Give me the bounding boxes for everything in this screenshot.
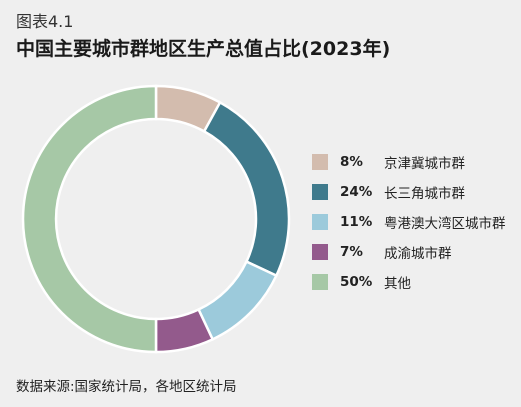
legend-value: 50% (340, 274, 373, 290)
legend-value: 7% (340, 244, 363, 260)
legend-swatch (312, 244, 328, 260)
legend-value: 8% (340, 154, 363, 170)
legend-label: 京津冀城市群 (384, 156, 465, 172)
legend-value: 11% (340, 214, 373, 230)
legend-item: 50% 其他 (312, 267, 506, 297)
legend-swatch (312, 154, 328, 170)
donut-slice (202, 100, 291, 278)
legend: 8% 京津冀城市群 24% 长三角城市群 11% 粤港澳大湾区城市群 7% 成渝… (312, 147, 506, 297)
figure-label: 图表4.1 (16, 12, 74, 31)
source-note: 数据来源:国家统计局，各地区统计局 (16, 379, 237, 395)
legend-swatch (312, 274, 328, 290)
donut-slice (196, 259, 279, 342)
legend-label: 长三角城市群 (384, 186, 465, 202)
legend-item: 7% 成渝城市群 (312, 237, 506, 267)
legend-item: 8% 京津冀城市群 (312, 147, 506, 177)
legend-label: 其他 (384, 276, 411, 292)
donut-slice (21, 84, 158, 354)
legend-swatch (312, 184, 328, 200)
legend-item: 11% 粤港澳大湾区城市群 (312, 207, 506, 237)
chart-title: 中国主要城市群地区生产总值占比(2023年) (16, 38, 391, 60)
legend-label: 成渝城市群 (384, 246, 452, 262)
legend-value: 24% (340, 184, 373, 200)
legend-swatch (312, 214, 328, 230)
legend-item: 24% 长三角城市群 (312, 177, 506, 207)
legend-label: 粤港澳大湾区城市群 (384, 216, 506, 232)
